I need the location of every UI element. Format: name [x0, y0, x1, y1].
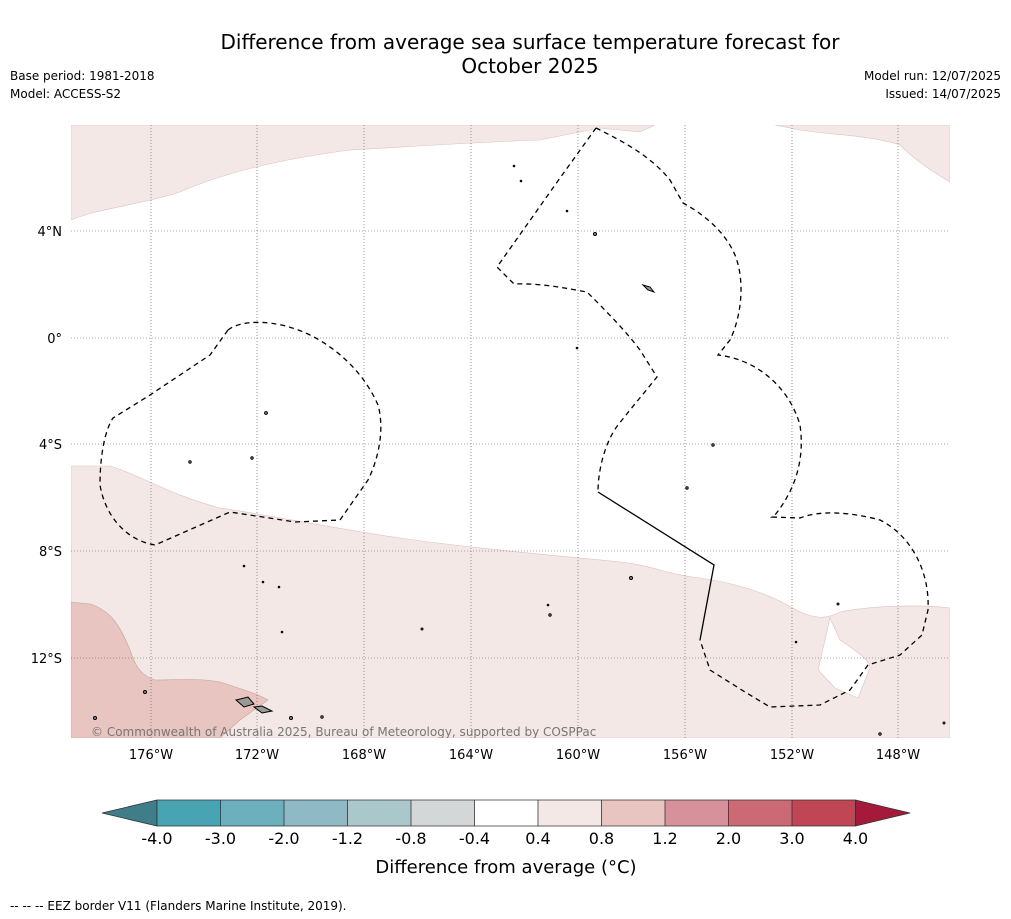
- base-period: Base period: 1981-2018: [10, 69, 155, 83]
- lat-tick-label: 12°S: [31, 652, 62, 667]
- colorbar-swatch: [157, 800, 221, 826]
- island-small: [277, 585, 281, 589]
- island-small: [575, 346, 579, 350]
- lat-tick-label: 4°N: [38, 225, 63, 240]
- island-small: [320, 715, 324, 719]
- colorbar-swatch: [220, 800, 284, 826]
- lon-tick-label: 164°W: [449, 748, 493, 763]
- colorbar-swatch: [728, 800, 792, 826]
- island-small: [878, 732, 882, 736]
- anomaly-region-hole: [817, 617, 871, 699]
- colorbar-tick-label: -0.4: [459, 829, 490, 848]
- colorbar-swatch: [411, 800, 475, 826]
- colorbar-swatch: [474, 800, 538, 826]
- map-title-line-1: Difference from average sea surface temp…: [220, 30, 840, 54]
- lat-tick-label: 0°: [47, 332, 62, 347]
- island-small: [250, 456, 254, 460]
- lon-tick-label: 168°W: [342, 748, 386, 763]
- island-small: [289, 716, 293, 720]
- lon-tick-label: 176°W: [129, 748, 173, 763]
- lon-tick-labels: 176°W 172°W 168°W 164°W 160°W 156°W 152°…: [129, 748, 920, 763]
- copyright-notice: © Commonwealth of Australia 2025, Bureau…: [91, 725, 596, 739]
- eez-border-north-central: [595, 127, 929, 708]
- colorbar-swatch: [792, 800, 856, 826]
- colorbar-dividers: [156, 799, 856, 827]
- colorbar-tick-label: -2.0: [268, 829, 299, 848]
- anomaly-region-south: [71, 465, 950, 738]
- model-name: Model: ACCESS-S2: [10, 87, 122, 101]
- model-run-date: Model run: 12/07/2025: [863, 69, 1001, 83]
- colorbar-tick-label: 3.0: [779, 829, 804, 848]
- colorbar-tick-labels: -4.0 -3.0 -2.0 -1.2 -0.8 -0.4 0.4 0.8 1.…: [141, 829, 868, 848]
- lat-tick-label: 8°S: [39, 545, 62, 560]
- eez-border-source-note: -- -- -- EEZ border V11 (Flanders Marine…: [10, 899, 347, 913]
- lon-tick-label: 160°W: [556, 748, 600, 763]
- colorbar-swatch: [601, 800, 665, 826]
- colorbar-tick-label: 1.2: [652, 829, 677, 848]
- colorbar-under-arrow: [101, 799, 158, 827]
- map-panel: © Commonwealth of Australia 2025, Bureau…: [31, 125, 950, 763]
- island-small: [548, 613, 552, 617]
- island-small: [711, 443, 715, 447]
- colorbar-tick-label: 4.0: [843, 829, 868, 848]
- island-small: [93, 716, 97, 720]
- island-upolu: [252, 705, 274, 714]
- colorbar-tick-label: -3.0: [205, 829, 236, 848]
- colorbar-tick-label: -4.0: [141, 829, 172, 848]
- island-small: [629, 576, 633, 580]
- colorbar-tick-label: 2.0: [716, 829, 741, 848]
- colorbar-swatch: [538, 800, 602, 826]
- map-title-line-2: October 2025: [461, 54, 599, 78]
- island-small: [143, 690, 147, 694]
- lon-tick-label: 152°W: [770, 748, 814, 763]
- eez-border-solid-segment: [597, 491, 715, 641]
- lat-tick-label: 4°S: [39, 438, 62, 453]
- island-small: [188, 460, 192, 464]
- island-small: [565, 209, 569, 213]
- island-small: [546, 603, 550, 607]
- colorbar-swatch: [347, 800, 411, 826]
- colorbar-tick-label: 0.4: [525, 829, 550, 848]
- island-small: [685, 486, 689, 490]
- island-small: [264, 411, 268, 415]
- colorbar: -4.0 -3.0 -2.0 -1.2 -0.8 -0.4 0.4 0.8 1.…: [101, 799, 911, 878]
- eez-borders: [99, 127, 929, 708]
- colorbar-over-arrow: [855, 799, 911, 827]
- anomaly-region-north-west: [71, 125, 656, 221]
- island-small: [280, 630, 284, 634]
- issued-date: Issued: 14/07/2025: [885, 87, 1001, 101]
- island-small: [512, 164, 516, 168]
- lon-tick-label: 148°W: [876, 748, 920, 763]
- colorbar-swatch: [665, 800, 729, 826]
- island-small: [519, 179, 523, 183]
- colorbar-swatch: [284, 800, 348, 826]
- island-kiritimati: [641, 283, 656, 294]
- eez-border-central: [496, 127, 658, 493]
- eez-border-west: [99, 321, 382, 546]
- island-small: [261, 580, 265, 584]
- lat-tick-labels: 4°N 0° 4°S 8°S 12°S: [31, 225, 62, 667]
- colorbar-tick-label: 0.8: [589, 829, 614, 848]
- islands: [93, 164, 946, 736]
- island-small: [593, 232, 597, 236]
- anomaly-region-south-west: [71, 601, 269, 738]
- island-small: [836, 602, 840, 606]
- colorbar-tick-label: -1.2: [332, 829, 363, 848]
- gridlines: [71, 125, 950, 738]
- island-small: [242, 564, 246, 568]
- island-small: [794, 640, 798, 644]
- island-small: [420, 627, 424, 631]
- colorbar-tick-label: -0.8: [395, 829, 426, 848]
- lon-tick-label: 172°W: [235, 748, 279, 763]
- island-small: [942, 721, 946, 725]
- colorbar-label: Difference from average (°C): [375, 857, 636, 878]
- anomaly-region-north-east: [774, 125, 950, 183]
- lon-tick-label: 156°W: [663, 748, 707, 763]
- island-savaii: [234, 696, 255, 708]
